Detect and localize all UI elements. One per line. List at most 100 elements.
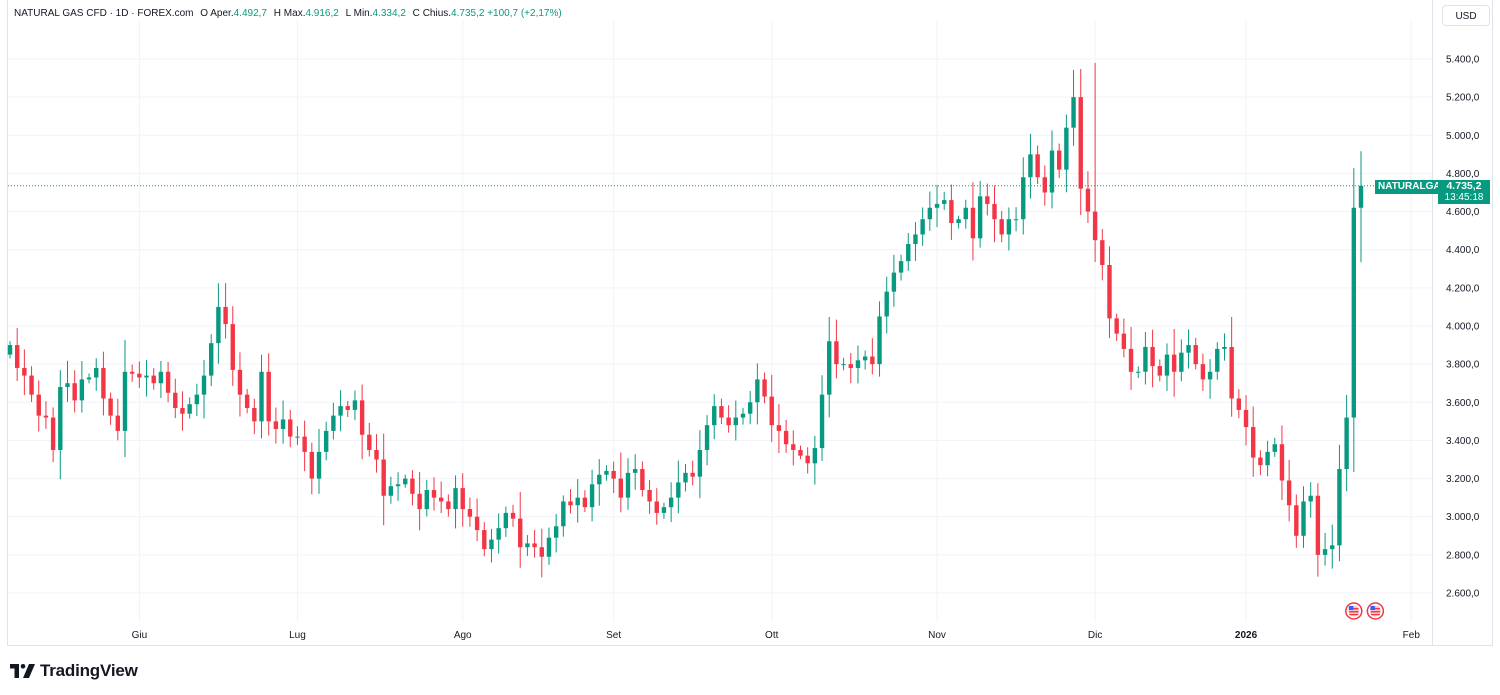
candle	[101, 367, 106, 399]
candle	[417, 493, 422, 510]
candle	[913, 234, 918, 244]
candle	[611, 470, 616, 479]
candle	[1056, 150, 1062, 170]
candle	[625, 472, 631, 498]
candle	[403, 478, 408, 485]
candle	[482, 530, 487, 550]
candle	[1272, 444, 1277, 452]
candle	[158, 371, 164, 384]
candle	[1100, 240, 1105, 265]
candle	[1092, 211, 1098, 241]
candle	[977, 196, 983, 239]
legend-open-value: 4.492,7	[233, 8, 267, 19]
candle	[1222, 346, 1227, 349]
candle	[668, 497, 674, 508]
candle	[94, 367, 99, 378]
candle	[1308, 495, 1313, 502]
currency-button[interactable]: USD	[1442, 5, 1490, 26]
candle	[316, 451, 322, 479]
y-tick-label: 2.600,0	[1446, 589, 1480, 600]
candle	[165, 371, 171, 393]
candle	[1028, 154, 1033, 178]
candle	[1315, 495, 1321, 555]
candle	[819, 394, 825, 449]
candle	[79, 379, 85, 401]
candle	[1279, 444, 1285, 481]
x-tick-label: Set	[606, 630, 621, 641]
legend-open-label: O	[200, 8, 209, 19]
candle	[1021, 177, 1026, 220]
candle	[1078, 97, 1083, 189]
tradingview-logo-text: TradingView	[40, 661, 138, 680]
candle	[223, 306, 228, 325]
candle	[812, 448, 818, 464]
legend-high-label: H	[273, 8, 282, 19]
legend-change: +100,7 (+2,17%)	[487, 8, 562, 19]
event-flag-icon[interactable]	[1366, 602, 1385, 620]
candle	[827, 341, 832, 395]
candle	[173, 392, 178, 409]
candle	[374, 449, 379, 460]
candle	[1136, 371, 1141, 373]
candle	[280, 419, 286, 429]
candle	[467, 509, 473, 517]
candle	[331, 415, 336, 431]
candle	[906, 243, 911, 262]
candle	[618, 478, 624, 498]
y-tick-label: 3.600,0	[1446, 398, 1480, 409]
bar-countdown: 13:45:18	[1444, 192, 1484, 203]
y-tick-label: 4.000,0	[1446, 322, 1480, 333]
y-tick-label: 3.000,0	[1446, 512, 1480, 523]
candle	[690, 472, 695, 477]
tradingview-logo[interactable]: TradingView	[10, 660, 138, 682]
candle	[1042, 177, 1048, 193]
candle	[72, 383, 77, 401]
candle	[676, 482, 681, 498]
candle	[848, 364, 853, 368]
candle	[697, 449, 703, 477]
y-tick-label: 5.000,0	[1446, 131, 1480, 142]
symbol-price-label: NATURALGAS	[1375, 180, 1451, 194]
candle	[1186, 345, 1191, 353]
legend-close-text: Chius.	[422, 8, 452, 19]
candle	[776, 425, 782, 431]
candle	[1286, 480, 1292, 506]
candle	[410, 478, 415, 494]
candle	[194, 394, 200, 405]
legend-close-label: C	[412, 8, 420, 19]
candle	[216, 306, 221, 344]
candle	[395, 484, 401, 487]
candle	[712, 406, 717, 426]
y-tick-label: 4.600,0	[1446, 207, 1480, 218]
price-chart[interactable]: 2.600,0 2.800,0 3.000,0 3.200,0 3.400,0 3.600…	[0, 0, 1500, 660]
candle	[295, 436, 300, 438]
candle	[532, 543, 537, 548]
legend-low-value: 4.334,2	[372, 8, 406, 19]
candle	[489, 539, 494, 550]
candle	[252, 408, 257, 422]
candle	[65, 383, 70, 388]
candle	[855, 360, 861, 368]
candle	[7, 345, 13, 355]
y-tick-label: 4.800,0	[1446, 169, 1480, 180]
event-flag-icon[interactable]	[1345, 602, 1363, 620]
legend-close-value: 4.735,2	[451, 8, 485, 19]
candle	[704, 425, 710, 450]
candle	[108, 398, 113, 416]
candle	[575, 497, 580, 506]
candle	[726, 417, 731, 426]
x-tick-label: 2026	[1235, 630, 1258, 641]
candle	[438, 497, 444, 502]
candle	[309, 451, 315, 479]
candle	[597, 474, 602, 485]
candle	[151, 375, 156, 384]
candle	[266, 371, 271, 422]
candle	[942, 200, 947, 204]
candle	[259, 371, 264, 422]
legend-symbol[interactable]: NATURAL GAS CFD · 1D · FOREX.com	[14, 8, 194, 19]
candle	[1351, 207, 1357, 418]
candle	[683, 472, 688, 483]
candle	[1294, 505, 1299, 536]
candle	[338, 406, 343, 416]
candle	[805, 455, 810, 464]
